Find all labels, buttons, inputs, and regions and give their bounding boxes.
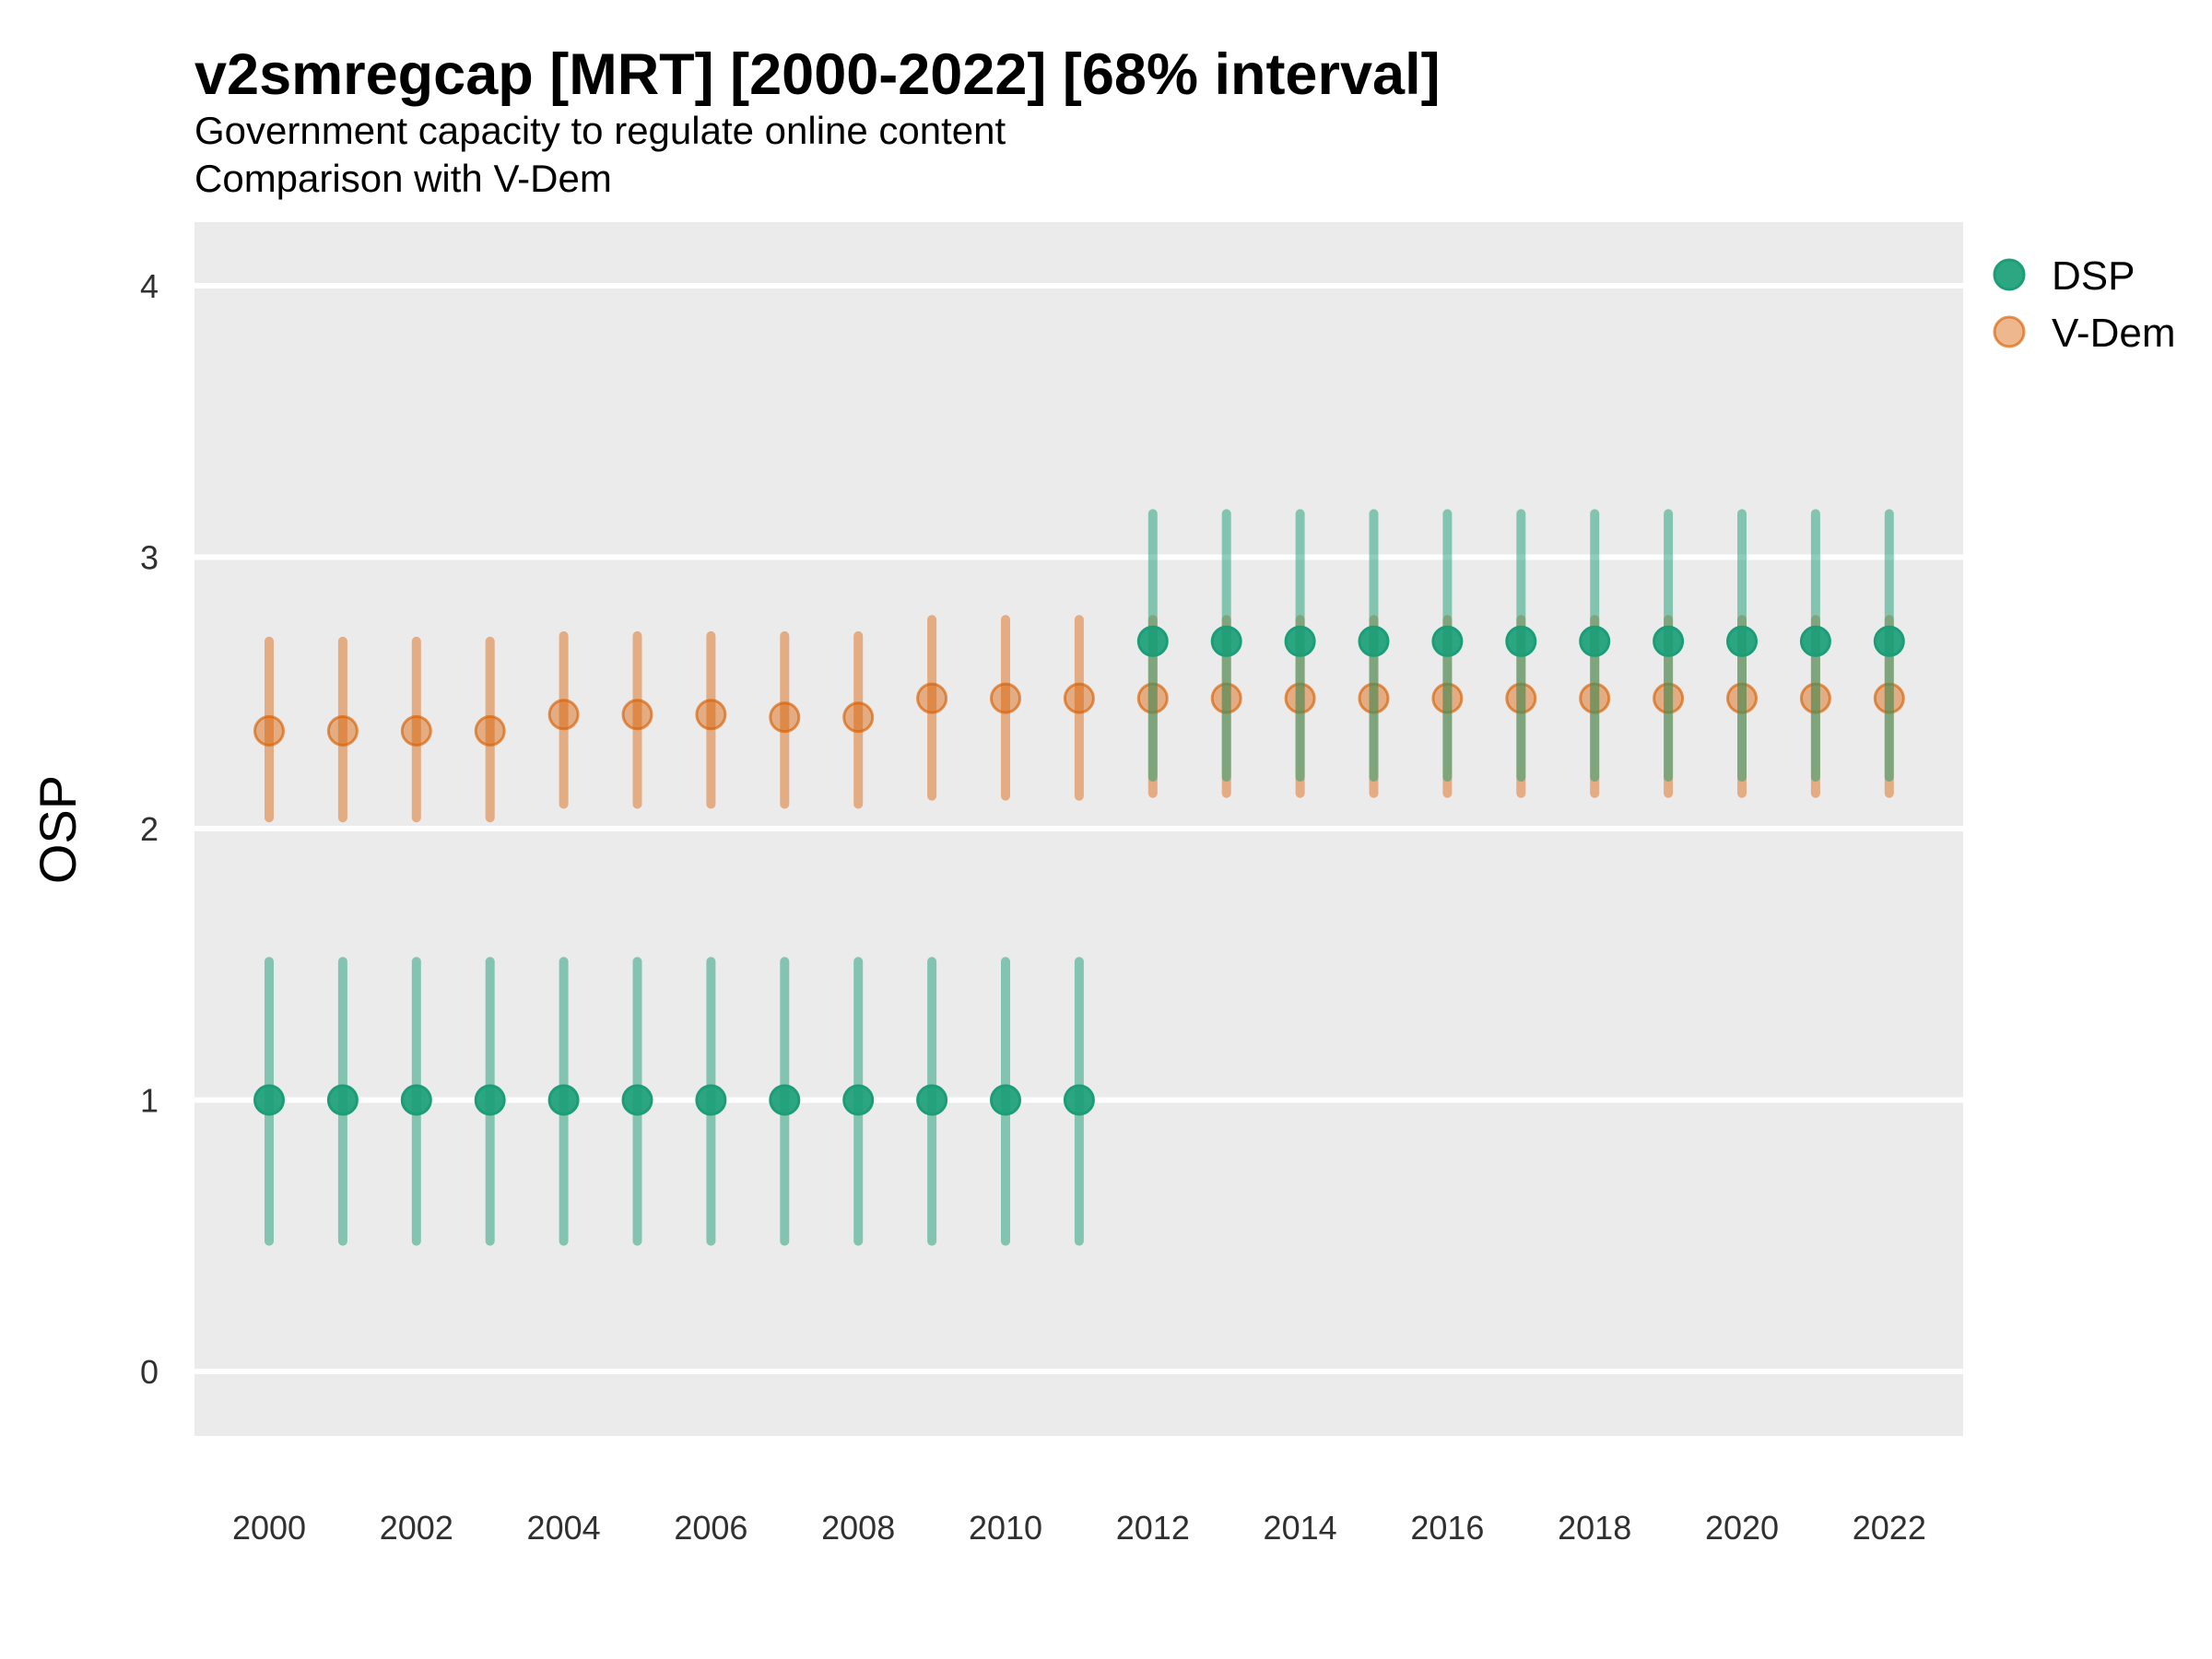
vdem-point: [1063, 682, 1095, 714]
legend-marker-vdem: [1993, 315, 2026, 348]
vdem-point: [990, 682, 1021, 714]
dsp-point: [547, 1084, 580, 1116]
dsp-point: [1579, 625, 1611, 657]
x-tick-label: 2000: [232, 1509, 306, 1547]
chart-subtitle-line2: Comparison with V-Dem: [194, 157, 612, 200]
dsp-point: [1799, 625, 1831, 657]
chart-title: v2smregcap [MRT] [2000-2022] [68% interv…: [194, 42, 1441, 107]
x-tick-label: 2008: [821, 1509, 895, 1547]
y-axis-tick-labels: 0 1 2 3 4: [140, 267, 159, 1391]
dsp-point: [769, 1084, 801, 1116]
y-tick-label: 1: [140, 1082, 159, 1120]
dsp-point: [1136, 625, 1169, 657]
dsp-point: [621, 1084, 653, 1116]
dsp-point: [326, 1084, 359, 1116]
vdem-point: [400, 714, 432, 747]
x-axis-tick-labels: 2000 2002 2004 2006 2008 2010 2012 2014 2016 2018…: [232, 1509, 1926, 1547]
dsp-point: [1284, 625, 1316, 657]
x-tick-label: 2002: [380, 1509, 453, 1547]
x-tick-label: 2010: [969, 1509, 1042, 1547]
x-tick-label: 2006: [674, 1509, 747, 1547]
dsp-point: [1726, 625, 1758, 657]
vdem-point: [769, 701, 801, 734]
dsp-point: [474, 1084, 506, 1116]
vdem-point: [326, 714, 359, 747]
vdem-point: [695, 699, 727, 731]
series-dsp-points: [253, 625, 1905, 1116]
vdem-point: [842, 701, 875, 734]
x-tick-label: 2022: [1853, 1509, 1926, 1547]
x-tick-label: 2012: [1116, 1509, 1190, 1547]
y-tick-label: 0: [140, 1353, 159, 1391]
y-tick-label: 2: [140, 810, 159, 848]
dsp-point: [1063, 1084, 1095, 1116]
dsp-point: [1505, 625, 1537, 657]
x-tick-label: 2004: [527, 1509, 601, 1547]
x-tick-label: 2018: [1558, 1509, 1631, 1547]
dsp-point: [695, 1084, 727, 1116]
legend-label-dsp: DSP: [2052, 253, 2135, 299]
dsp-point: [253, 1084, 285, 1116]
x-tick-label: 2014: [1264, 1509, 1337, 1547]
dsp-point: [1873, 625, 1905, 657]
vdem-point: [474, 714, 506, 747]
legend: DSP V-Dem: [1993, 253, 2175, 356]
dsp-point: [990, 1084, 1021, 1116]
y-axis-title: OSP: [29, 775, 87, 884]
dsp-point: [916, 1084, 948, 1116]
dsp-point: [842, 1084, 875, 1116]
x-tick-label: 2016: [1410, 1509, 1484, 1547]
legend-label-vdem: V-Dem: [2052, 311, 2175, 356]
dsp-point: [1358, 625, 1390, 657]
dsp-point: [1653, 625, 1685, 657]
dsp-point: [1431, 625, 1464, 657]
dsp-point: [400, 1084, 432, 1116]
legend-marker-dsp: [1993, 258, 2026, 291]
y-tick-label: 4: [140, 267, 159, 305]
vdem-point: [253, 714, 285, 747]
chart-subtitle-line1: Government capacity to regulate online c…: [194, 109, 1006, 152]
vdem-point: [916, 682, 948, 714]
dsp-point: [1210, 625, 1242, 657]
vdem-point: [621, 699, 653, 731]
y-tick-label: 3: [140, 539, 159, 577]
vdem-point: [547, 699, 580, 731]
x-tick-label: 2020: [1705, 1509, 1779, 1547]
